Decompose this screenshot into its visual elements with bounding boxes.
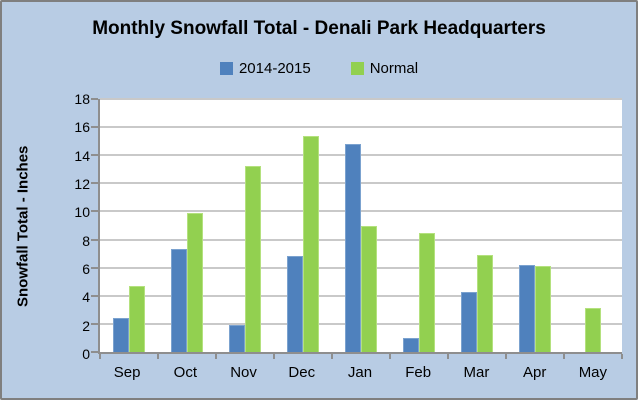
bar-normal-feb [419,232,435,352]
y-tick-mark [91,266,98,269]
legend-swatch [350,62,364,75]
bar-group-mar [448,99,506,352]
y-tick-mark [91,294,98,297]
bar-2014-2015-jan [345,143,361,352]
bar-normal-sep [129,285,145,352]
x-axis-label-apr: Apr [522,364,547,381]
x-axis-label-dec: Dec [288,364,316,381]
bar-group-feb [390,99,448,352]
bar-group-nov [216,99,274,352]
bar-group-may [564,99,622,352]
y-tick-label: 4 [82,289,90,306]
y-tick-mark [91,322,98,325]
y-tick-label: 12 [74,176,90,192]
x-tick-mark [389,354,391,359]
x-tick-mark [621,354,623,359]
y-tick-label: 18 [74,91,90,107]
gridline [100,182,622,185]
bar-group-dec [274,99,332,352]
y-tick-mark [91,154,98,157]
y-axis-title: Snowfall Total - Inches [14,145,32,308]
bar-group-jan [332,99,390,352]
y-tick-label: 16 [74,119,90,136]
legend-label: Normal [369,60,419,77]
bar-2014-2015-mar [461,291,477,352]
x-tick-mark [273,354,275,359]
legend: 2014-2015 Normal [2,60,636,77]
y-tick-label: 10 [74,204,90,221]
x-tick-mark [505,354,507,359]
y-tick-mark [91,126,98,129]
bar-normal-oct [187,212,203,352]
y-tick-label: 0 [82,346,90,362]
bar-2014-2015-apr [519,264,535,352]
y-tick-label: 14 [74,147,90,164]
bar-group-apr [506,99,564,352]
bar-2014-2015-nov [229,325,245,352]
x-axis-label-jan: Jan [347,364,373,381]
x-axis-label-mar: Mar [463,364,490,381]
x-axis-label-may: May [578,364,608,381]
bar-normal-mar [477,255,493,352]
gridline [100,98,622,100]
legend-item: 2014-2015 [219,60,311,77]
bar-group-oct [158,99,216,352]
bar-group-sep [100,99,158,352]
x-tick-mark [99,354,101,359]
y-tick-mark [91,238,98,241]
bar-2014-2015-sep [113,318,129,352]
bar-2014-2015-oct [171,249,187,352]
x-tick-mark [447,354,449,359]
y-tick-mark [91,182,98,185]
bar-2014-2015-feb [403,337,419,352]
x-tick-mark [215,354,217,359]
bar-normal-apr [535,266,551,352]
legend-swatch [219,62,233,75]
x-axis-label-feb: Feb [405,364,432,381]
x-axis-label-sep: Sep [113,364,141,381]
bar-normal-nov [245,166,261,352]
gridline [100,154,622,157]
y-tick-label: 2 [82,317,90,334]
bar-normal-jan [361,225,377,352]
y-tick-label: 8 [82,232,90,249]
x-axis-label-oct: Oct [173,364,197,381]
y-axis-tick-labels: 0 2 4 6 8 10 12 14 16 18 [52,92,90,361]
bar-normal-may [585,308,601,352]
gridline [100,210,622,213]
x-tick-mark [157,354,159,359]
x-axis-labels: Sep Oct Nov Dec Jan Feb Mar Apr May [98,362,622,384]
y-tick-mark [91,98,98,100]
chart-title: Monthly Snowfall Total - Denali Park Hea… [92,18,546,39]
bar-normal-dec [303,135,319,352]
y-tick-mark [91,210,98,213]
bar-2014-2015-dec [287,256,303,352]
x-tick-mark [563,354,565,359]
gridline [100,126,622,129]
legend-label: 2014-2015 [238,60,311,77]
bar-series [100,99,622,352]
y-tick-label: 6 [82,261,90,277]
y-tick-mark [91,351,98,353]
plot-area [91,98,623,359]
legend-item: Normal [350,60,419,77]
x-axis-label-nov: Nov [230,364,257,381]
x-tick-mark [331,354,333,359]
